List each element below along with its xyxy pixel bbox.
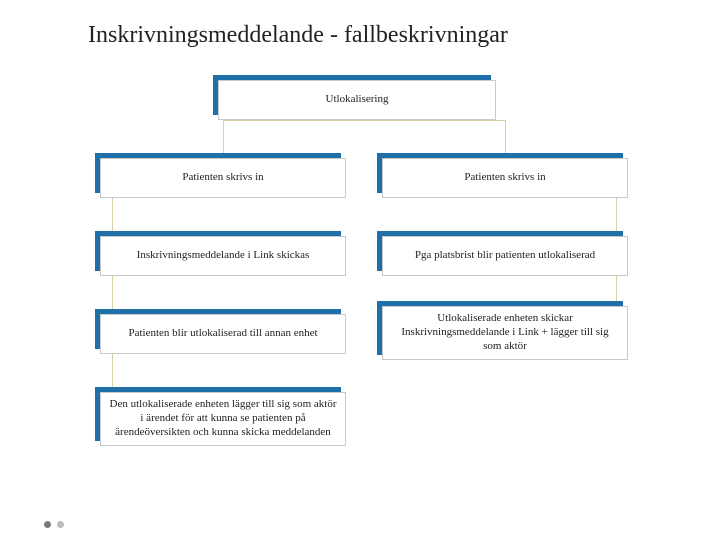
node-label: Pga platsbrist blir patienten utlokalise…: [382, 236, 628, 276]
node-left-4: Den utlokaliserade enheten lägger till s…: [100, 392, 346, 446]
node-left-3: Patienten blir utlokaliserad till annan …: [100, 314, 346, 354]
node-right-3: Utlokaliserade enheten skickar Inskrivni…: [382, 306, 628, 360]
connector: [223, 120, 506, 121]
dot-icon: [44, 521, 51, 528]
diagram-canvas: Utlokalisering Patienten skrivs in Patie…: [0, 0, 720, 540]
node-root: Utlokalisering: [218, 80, 496, 120]
node-right-1: Patienten skrivs in: [382, 158, 628, 198]
dot-icon: [57, 521, 64, 528]
node-label: Utlokaliserade enheten skickar Inskrivni…: [382, 306, 628, 360]
node-label: Den utlokaliserade enheten lägger till s…: [100, 392, 346, 446]
node-right-2: Pga platsbrist blir patienten utlokalise…: [382, 236, 628, 276]
node-label: Patienten skrivs in: [382, 158, 628, 198]
node-label: Inskrivningsmeddelande i Link skickas: [100, 236, 346, 276]
node-label: Patienten blir utlokaliserad till annan …: [100, 314, 346, 354]
node-left-2: Inskrivningsmeddelande i Link skickas: [100, 236, 346, 276]
node-label: Patienten skrivs in: [100, 158, 346, 198]
node-left-1: Patienten skrivs in: [100, 158, 346, 198]
node-label: Utlokalisering: [218, 80, 496, 120]
slide-footer-dots: [44, 521, 64, 528]
